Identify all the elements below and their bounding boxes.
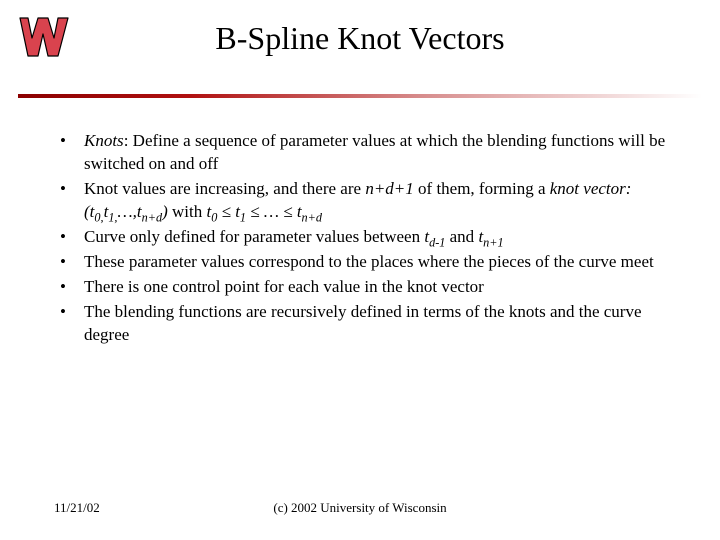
bullet-text: These parameter values correspond to the… [84, 252, 654, 271]
slide-content: Knots: Define a sequence of parameter va… [54, 130, 684, 348]
bullet-italic: Knots [84, 131, 124, 150]
title-divider [18, 94, 702, 98]
bullet-text: The blending functions are recursively d… [84, 302, 642, 344]
bullet-text: There is one control point for each valu… [84, 277, 484, 296]
bullet-item: Knots: Define a sequence of parameter va… [54, 130, 684, 176]
bullet-item: There is one control point for each valu… [54, 276, 684, 299]
bullet-text: : Define a sequence of parameter values … [84, 131, 665, 173]
slide: B-Spline Knot Vectors Knots: Define a se… [0, 0, 720, 540]
bullet-text: of them, forming a [414, 179, 550, 198]
bullet-sub: n+1 [483, 235, 504, 249]
bullet-text: Knot values are increasing, and there ar… [84, 179, 365, 198]
bullet-italic: ≤ t [217, 202, 240, 221]
bullet-item: These parameter values correspond to the… [54, 251, 684, 274]
bullet-sub: n+d [302, 210, 323, 224]
bullet-item: Curve only defined for parameter values … [54, 226, 684, 249]
bullet-italic: n+d+1 [365, 179, 413, 198]
bullet-sub: 0, [94, 210, 103, 224]
footer-copyright: (c) 2002 University of Wisconsin [0, 500, 720, 516]
bullet-sub: 1, [108, 210, 117, 224]
bullet-item: The blending functions are recursively d… [54, 301, 684, 347]
bullet-text: with [168, 202, 207, 221]
bullet-item: Knot values are increasing, and there ar… [54, 178, 684, 224]
slide-title: B-Spline Knot Vectors [0, 20, 720, 57]
bullet-sub: d-1 [429, 235, 445, 249]
bullet-list: Knots: Define a sequence of parameter va… [54, 130, 684, 346]
bullet-italic: …,t [118, 202, 142, 221]
bullet-text: Curve only defined for parameter values … [84, 227, 424, 246]
bullet-italic: ≤ … ≤ t [246, 202, 302, 221]
bullet-text: and [445, 227, 478, 246]
bullet-sub: n+d [142, 210, 163, 224]
